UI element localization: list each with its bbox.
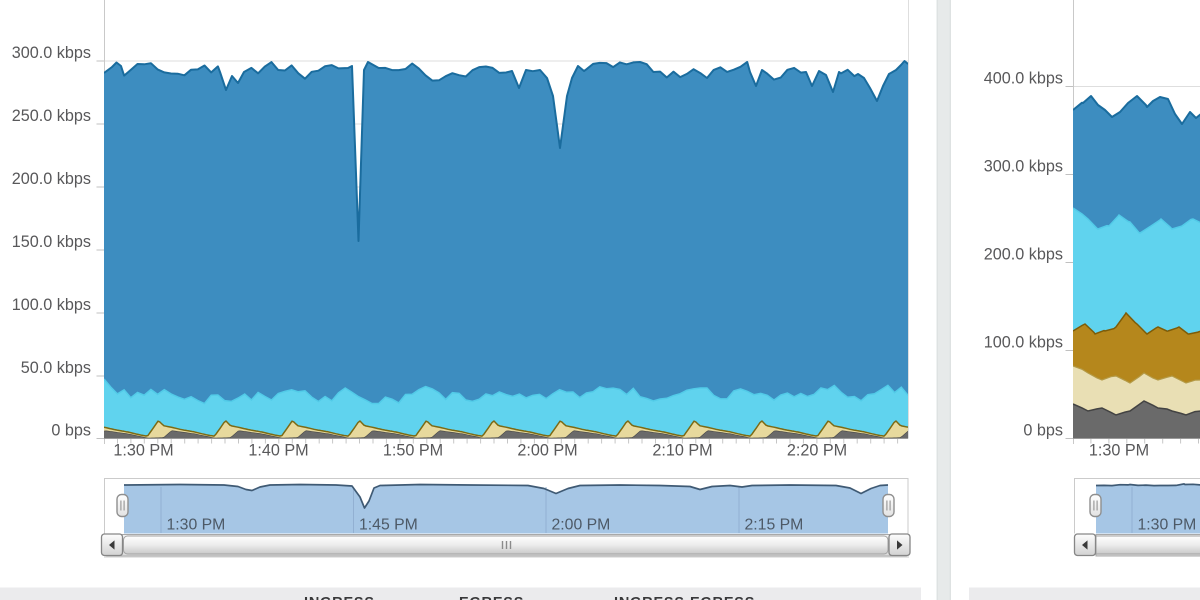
svg-text:100.0 kbps: 100.0 kbps	[12, 296, 91, 314]
svg-text:1:40 PM: 1:40 PM	[248, 442, 308, 460]
svg-text:150.0 kbps: 150.0 kbps	[12, 233, 91, 251]
svg-text:300.0 kbps: 300.0 kbps	[984, 158, 1063, 176]
svg-text:INGRESS: INGRESS	[304, 595, 375, 600]
svg-text:1:30 PM: 1:30 PM	[113, 442, 173, 460]
svg-text:2:15 PM: 2:15 PM	[745, 517, 804, 534]
svg-text:1:30 PM: 1:30 PM	[1138, 517, 1197, 534]
svg-text:200.0 kbps: 200.0 kbps	[12, 170, 91, 188]
svg-text:0 bps: 0 bps	[51, 422, 91, 440]
svg-text:2:00 PM: 2:00 PM	[517, 442, 577, 460]
svg-text:INGRESS: INGRESS	[614, 595, 685, 600]
svg-text:0 bps: 0 bps	[1023, 422, 1063, 440]
svg-text:200.0 kbps: 200.0 kbps	[984, 246, 1063, 264]
svg-text:EGRESS: EGRESS	[459, 595, 524, 600]
svg-text:1:30 PM: 1:30 PM	[1089, 442, 1149, 460]
svg-text:1:50 PM: 1:50 PM	[383, 442, 443, 460]
svg-text:300.0 kbps: 300.0 kbps	[12, 44, 91, 62]
svg-text:1:45 PM: 1:45 PM	[359, 517, 418, 534]
svg-text:2:00 PM: 2:00 PM	[552, 517, 611, 534]
svg-text:2:20 PM: 2:20 PM	[787, 442, 847, 460]
svg-text:50.0 kbps: 50.0 kbps	[21, 359, 91, 377]
svg-text:400.0 kbps: 400.0 kbps	[984, 70, 1063, 88]
svg-text:250.0 kbps: 250.0 kbps	[12, 107, 91, 125]
svg-text:EGRESS: EGRESS	[690, 595, 755, 600]
svg-text:100.0 kbps: 100.0 kbps	[984, 334, 1063, 352]
svg-text:2:10 PM: 2:10 PM	[652, 442, 712, 460]
svg-text:1:30 PM: 1:30 PM	[167, 517, 226, 534]
